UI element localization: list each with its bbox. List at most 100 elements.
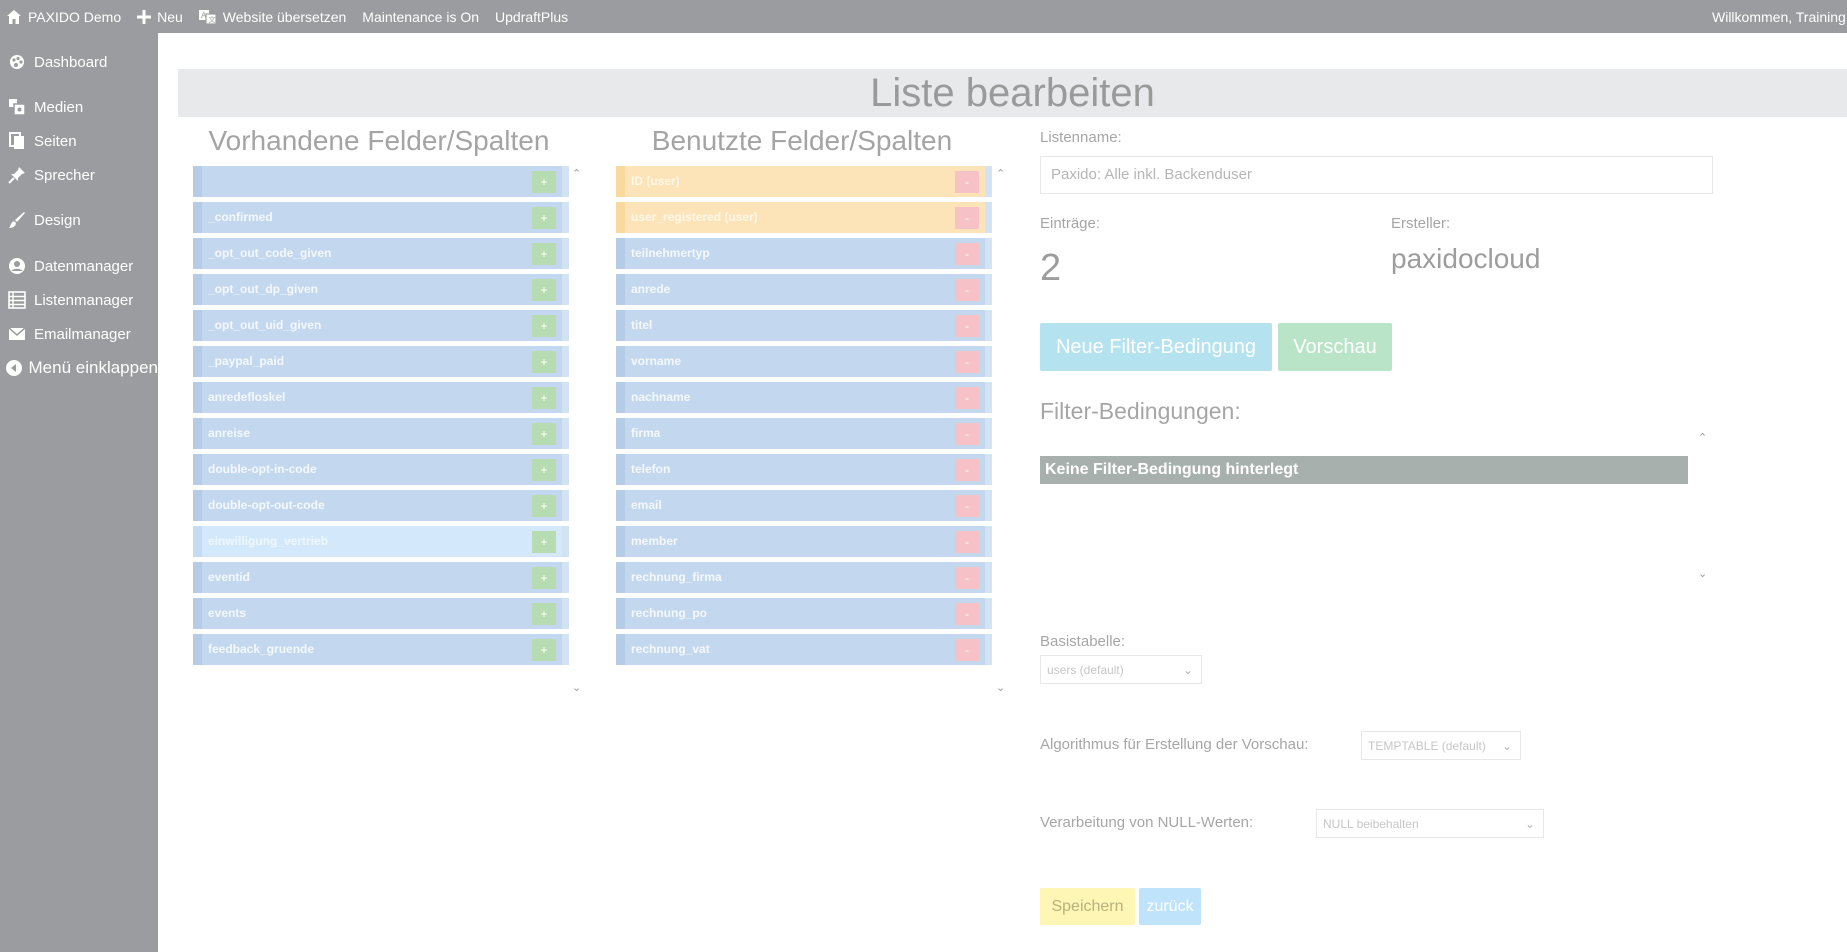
- save-button[interactable]: Speichern: [1040, 888, 1135, 925]
- sidebar-item-medien[interactable]: Medien: [0, 92, 158, 122]
- remove-field-button[interactable]: -: [955, 315, 979, 337]
- creator-label: Ersteller:: [1391, 215, 1451, 232]
- add-field-button[interactable]: +: [532, 279, 556, 301]
- chevron-up-icon[interactable]: ⌃: [996, 168, 1006, 180]
- welcome-account-link[interactable]: Willkommen, Training U: [1712, 0, 1847, 33]
- sidebar-item-emailmanager[interactable]: Emailmanager: [0, 319, 158, 349]
- remove-field-button[interactable]: -: [955, 495, 979, 517]
- sidebar-item-label: Listenmanager: [34, 291, 134, 309]
- field-item[interactable]: eventid +: [193, 562, 569, 593]
- add-field-button[interactable]: +: [532, 171, 556, 193]
- chevron-down-icon: ⌄: [1182, 663, 1193, 677]
- field-item-label: anrede: [631, 282, 671, 296]
- sidebar-item-datenmanager[interactable]: Datenmanager: [0, 251, 158, 281]
- field-item[interactable]: einwilligung_vertrieb +: [193, 526, 569, 557]
- chevron-up-icon[interactable]: ⌃: [572, 168, 582, 180]
- back-button[interactable]: zurück: [1139, 888, 1201, 925]
- field-item[interactable]: double-opt-out-code +: [193, 490, 569, 521]
- available-fields-list[interactable]: + _confirmed + _opt_out_code_given + _opt_out…: [193, 166, 573, 699]
- remove-field-button[interactable]: -: [955, 531, 979, 553]
- add-field-button[interactable]: +: [532, 423, 556, 445]
- chevron-down-icon[interactable]: ⌄: [1698, 568, 1708, 580]
- field-item-label: _opt_out_uid_given: [208, 318, 322, 332]
- chevron-down-icon[interactable]: ⌄: [996, 682, 1006, 694]
- field-item[interactable]: events +: [193, 598, 569, 629]
- chevron-up-icon[interactable]: ⌃: [1698, 432, 1708, 444]
- palette-icon: [0, 54, 34, 70]
- field-item[interactable]: rechnung_firma -: [616, 562, 992, 593]
- field-item[interactable]: user_registered (user) -: [616, 202, 992, 233]
- basetable-label: Basistabelle:: [1040, 633, 1126, 650]
- add-field-button[interactable]: +: [532, 639, 556, 661]
- remove-field-button[interactable]: -: [955, 171, 979, 193]
- field-item-label: double-opt-in-code: [208, 462, 317, 476]
- chevron-down-icon[interactable]: ⌄: [572, 682, 582, 694]
- sidebar-item-sprecher[interactable]: Sprecher: [0, 160, 158, 190]
- add-field-button[interactable]: +: [532, 531, 556, 553]
- field-item[interactable]: anreise +: [193, 418, 569, 449]
- add-field-button[interactable]: +: [532, 567, 556, 589]
- site-name-link[interactable]: PAXIDO Demo: [0, 0, 129, 33]
- field-item[interactable]: _opt_out_dp_given +: [193, 274, 569, 305]
- add-field-button[interactable]: +: [532, 603, 556, 625]
- field-item[interactable]: email -: [616, 490, 992, 521]
- add-field-button[interactable]: +: [532, 315, 556, 337]
- remove-field-button[interactable]: -: [955, 243, 979, 265]
- field-item[interactable]: double-opt-in-code +: [193, 454, 569, 485]
- algorithm-select[interactable]: TEMPTABLE (default) ⌄: [1361, 731, 1521, 760]
- add-field-button[interactable]: +: [532, 387, 556, 409]
- sidebar-collapse-menu[interactable]: Menü einklappen: [0, 353, 158, 383]
- field-item[interactable]: +: [193, 166, 569, 197]
- updraftplus-link[interactable]: UpdraftPlus: [487, 0, 576, 33]
- entries-value: 2: [1040, 247, 1062, 289]
- sidebar-item-seiten[interactable]: Seiten: [0, 126, 158, 156]
- add-field-button[interactable]: +: [532, 351, 556, 373]
- remove-field-button[interactable]: -: [955, 423, 979, 445]
- field-item[interactable]: _confirmed +: [193, 202, 569, 233]
- remove-field-button[interactable]: -: [955, 387, 979, 409]
- remove-field-button[interactable]: -: [955, 603, 979, 625]
- add-field-button[interactable]: +: [532, 459, 556, 481]
- field-item-label: _paypal_paid: [208, 354, 285, 368]
- remove-field-button[interactable]: -: [955, 459, 979, 481]
- field-item[interactable]: anredefloskel +: [193, 382, 569, 413]
- remove-field-button[interactable]: -: [955, 351, 979, 373]
- field-item-label: events: [208, 606, 247, 620]
- new-link[interactable]: Neu: [129, 0, 191, 33]
- sidebar-item-design[interactable]: Design: [0, 205, 158, 235]
- remove-field-button[interactable]: -: [955, 567, 979, 589]
- field-item[interactable]: nachname -: [616, 382, 992, 413]
- field-item[interactable]: rechnung_vat -: [616, 634, 992, 665]
- null-handling-select[interactable]: NULL beibehalten ⌄: [1316, 809, 1544, 838]
- add-field-button[interactable]: +: [532, 243, 556, 265]
- field-item[interactable]: teilnehmertyp -: [616, 238, 992, 269]
- sidebar-item-label: Menü einklappen: [28, 358, 158, 377]
- chevron-down-icon: ⌄: [1501, 739, 1512, 753]
- field-item[interactable]: ID (user) -: [616, 166, 992, 197]
- remove-field-button[interactable]: -: [955, 279, 979, 301]
- add-field-button[interactable]: +: [532, 207, 556, 229]
- field-item[interactable]: _opt_out_uid_given +: [193, 310, 569, 341]
- new-filter-button[interactable]: Neue Filter-Bedingung: [1040, 323, 1272, 371]
- field-item[interactable]: feedback_gruende +: [193, 634, 569, 665]
- listname-input[interactable]: Paxido: Alle inkl. Backenduser: [1040, 156, 1713, 194]
- field-item[interactable]: anrede -: [616, 274, 992, 305]
- add-field-button[interactable]: +: [532, 495, 556, 517]
- sidebar-item-listenmanager[interactable]: Listenmanager: [0, 285, 158, 315]
- used-fields-list[interactable]: ID (user) - user_registered (user) - teilneh…: [616, 166, 996, 699]
- remove-field-button[interactable]: -: [955, 639, 979, 661]
- field-item[interactable]: vorname -: [616, 346, 992, 377]
- sidebar-item-dashboard[interactable]: Dashboard: [0, 47, 158, 77]
- field-item[interactable]: firma -: [616, 418, 992, 449]
- field-item[interactable]: titel -: [616, 310, 992, 341]
- field-item[interactable]: member -: [616, 526, 992, 557]
- field-item[interactable]: rechnung_po -: [616, 598, 992, 629]
- basetable-select[interactable]: users (default) ⌄: [1040, 655, 1202, 684]
- field-item[interactable]: telefon -: [616, 454, 992, 485]
- field-item[interactable]: _opt_out_code_given +: [193, 238, 569, 269]
- remove-field-button[interactable]: -: [955, 207, 979, 229]
- field-item[interactable]: _paypal_paid +: [193, 346, 569, 377]
- maintenance-link[interactable]: Maintenance is On: [354, 0, 487, 33]
- preview-button[interactable]: Vorschau: [1278, 323, 1392, 371]
